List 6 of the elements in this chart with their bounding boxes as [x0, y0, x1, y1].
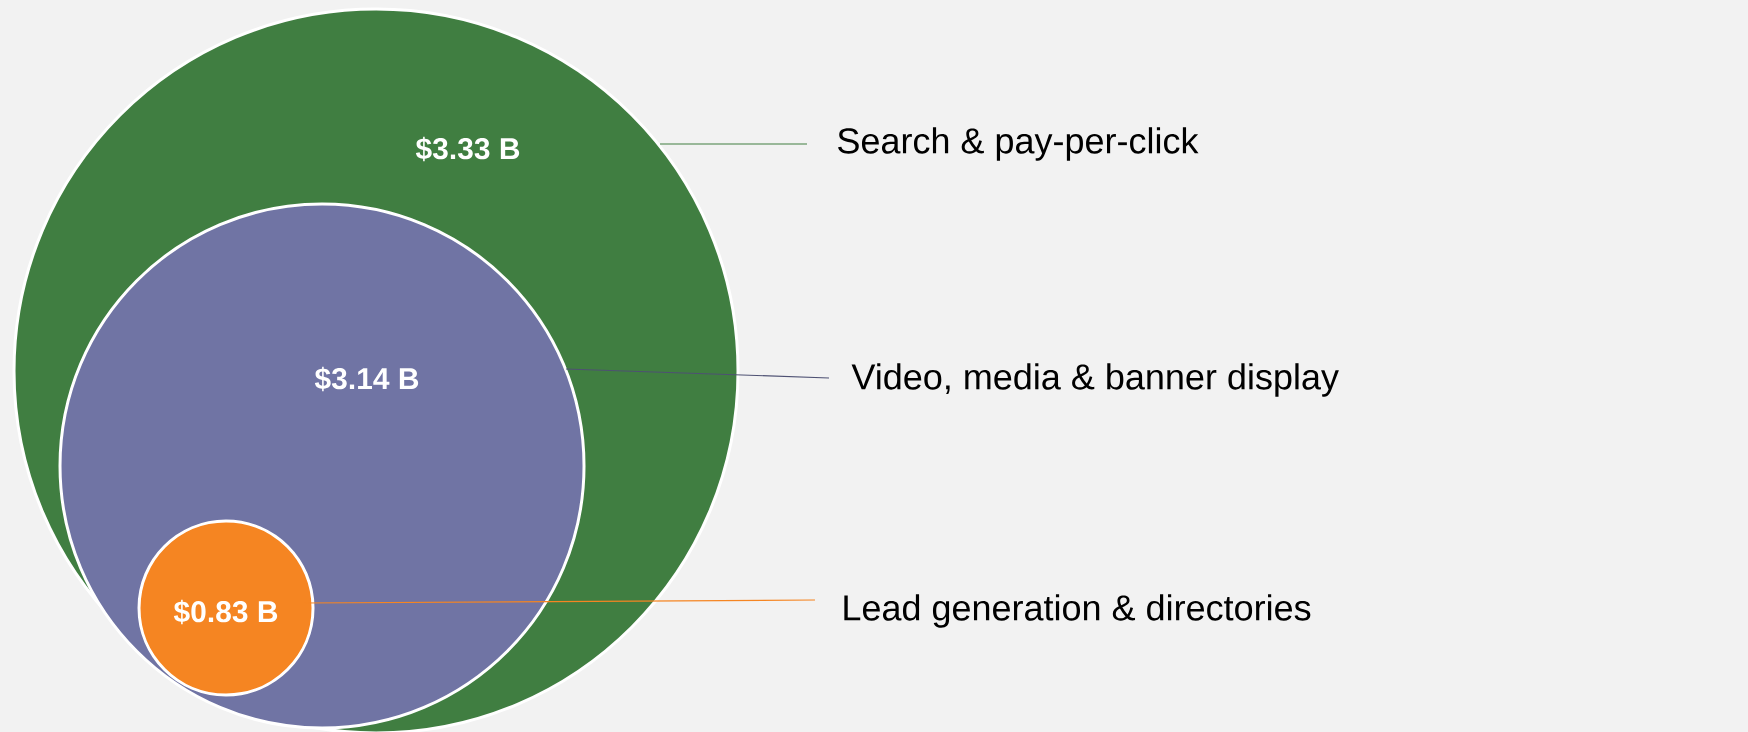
data-label: $3.14 B [314, 366, 419, 392]
data-label: $3.33 B [415, 136, 520, 162]
category-label: Video, media & banner display [851, 363, 1339, 397]
data-label: $0.83 B [173, 599, 278, 625]
category-label: Lead generation & directories [844, 594, 1311, 628]
category-label: Search & pay-per-click [838, 127, 1199, 161]
